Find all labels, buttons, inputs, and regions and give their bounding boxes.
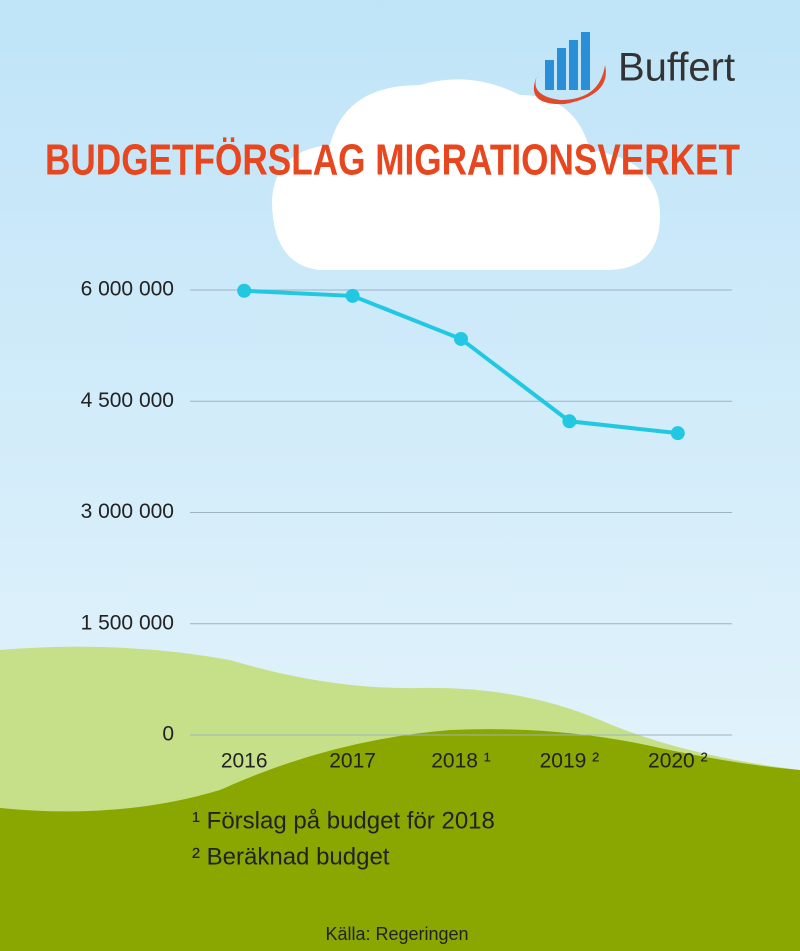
point xyxy=(345,288,360,303)
logo-bar xyxy=(557,48,566,90)
y-tick-label: 6 000 000 xyxy=(81,278,174,301)
point xyxy=(670,426,685,441)
logo-swoosh xyxy=(533,65,606,105)
point xyxy=(237,283,252,298)
y-tick-label: 3 000 000 xyxy=(81,500,174,523)
point xyxy=(562,414,577,429)
cloud xyxy=(272,79,660,270)
source: Källa: Regeringen xyxy=(325,924,468,944)
logo: Buffert xyxy=(533,32,735,105)
logo-text: Buffert xyxy=(618,46,735,90)
chart-title: BUDGETFÖRSLAG MIGRATIONSVERKET xyxy=(45,136,740,185)
x-tick-label: 2020 ² xyxy=(648,750,708,773)
x-tick-label: 2019 ² xyxy=(540,750,600,773)
footnote: ² Beräknad budget xyxy=(192,843,390,870)
point xyxy=(454,331,468,346)
logo-bar xyxy=(545,60,554,90)
y-tick-label: 1 500 000 xyxy=(81,611,174,634)
footnote: ¹ Förslag på budget för 2018 xyxy=(192,807,495,834)
y-tick-label: 4 500 000 xyxy=(81,389,174,412)
hill-front xyxy=(0,729,800,951)
y-tick-label: 0 xyxy=(162,723,174,746)
x-tick-label: 2016 xyxy=(221,750,268,773)
x-tick-label: 2017 xyxy=(329,750,376,773)
x-tick-label: 2018 ¹ xyxy=(431,750,491,773)
logo-bar xyxy=(581,32,590,90)
logo-bar xyxy=(569,40,578,90)
